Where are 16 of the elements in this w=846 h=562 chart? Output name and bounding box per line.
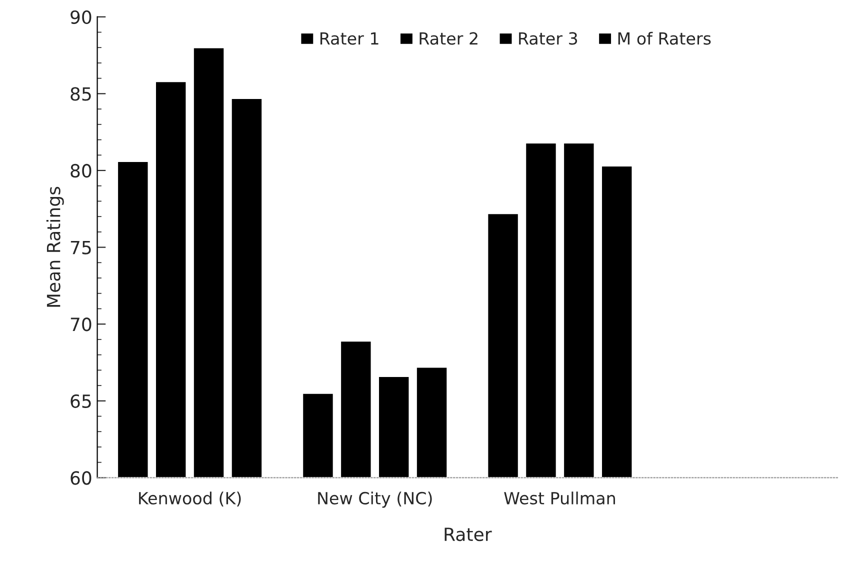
- y-tick-label: 90: [70, 10, 92, 24]
- y-tick-label: 75: [70, 240, 91, 254]
- x-tick-label: New City (NC): [318, 492, 432, 508]
- y-tick-label: 65: [70, 394, 91, 408]
- legend-label: Rater 1: [320, 32, 378, 45]
- legend-label: M of Raters: [618, 32, 711, 45]
- y-tick-label: 70: [70, 318, 92, 332]
- y-tick-label: 85: [70, 87, 91, 101]
- y-tick-label: 60: [70, 471, 92, 485]
- y-tick-label: 80: [70, 164, 92, 178]
- x-axis-title: Rater: [444, 528, 492, 542]
- legend-label: Rater 3: [519, 32, 578, 45]
- y-axis-title: Mean Ratings: [46, 186, 64, 307]
- x-tick-label: Kenwood (K): [139, 492, 241, 506]
- x-tick-label: West Pullman: [504, 492, 615, 504]
- legend-label: Rater 2: [420, 32, 478, 45]
